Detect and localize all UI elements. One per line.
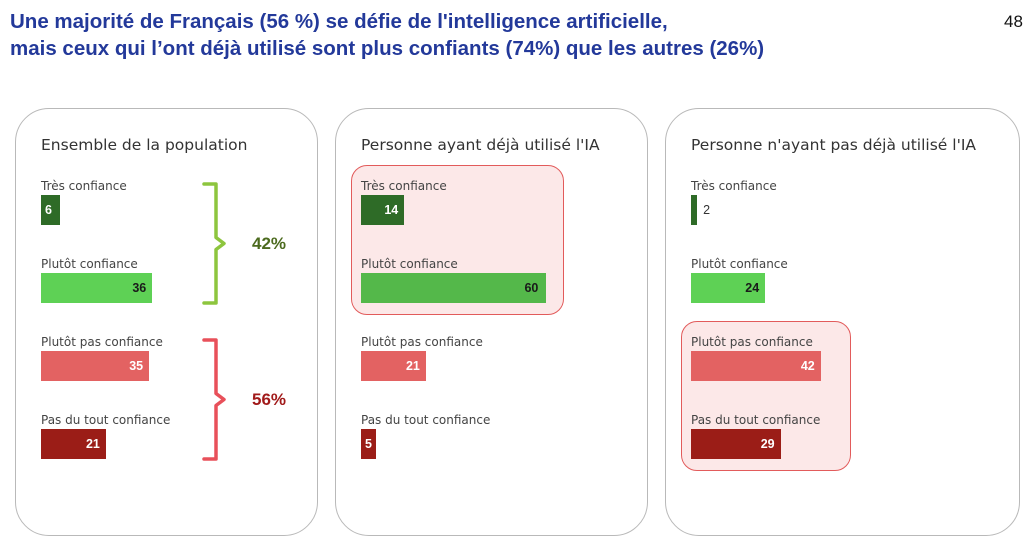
data-label-plutot-confiance: 24 xyxy=(745,281,760,295)
category-label-plutot-confiance: Plutôt confiance xyxy=(361,257,458,271)
group-bracket-confiance xyxy=(202,182,226,305)
bar-pas-du-tout-confiance: 21 xyxy=(41,429,106,459)
group-percentage-defiance: 56% xyxy=(252,389,287,409)
bar-tres-confiance: 14 xyxy=(361,195,405,225)
bar-pas-du-tout-confiance: 5 xyxy=(361,429,377,459)
bar-tres-confiance: 6 xyxy=(41,195,60,225)
bar-tres-confiance: 2 xyxy=(691,195,710,225)
title-line-2: mais ceux qui l’ont déjà utilisé sont pl… xyxy=(10,37,765,60)
title-line-1: Une majorité de Français (56 %) se défie… xyxy=(10,10,668,33)
category-label-plutot-pas-confiance: Plutôt pas confiance xyxy=(41,335,163,349)
group-bracket-defiance xyxy=(202,338,226,461)
category-label-tres-confiance: Très confiance xyxy=(361,179,447,193)
bar-plutot-pas-confiance: 21 xyxy=(361,351,426,381)
category-label-plutot-confiance: Plutôt confiance xyxy=(691,257,788,271)
panel-title: Ensemble de la population xyxy=(41,136,248,154)
data-label-plutot-pas-confiance: 21 xyxy=(405,359,420,373)
category-label-pas-du-tout-confiance: Pas du tout confiance xyxy=(691,413,821,427)
category-label-pas-du-tout-confiance: Pas du tout confiance xyxy=(361,413,491,427)
bar-plutot-pas-confiance: 42 xyxy=(691,351,821,381)
bar-plutot-confiance: 60 xyxy=(361,273,547,303)
panel-title: Personne n'ayant pas déjà utilisé l'IA xyxy=(691,136,977,154)
group-percentage-confiance: 42% xyxy=(252,233,287,253)
data-label-plutot-pas-confiance: 42 xyxy=(800,359,815,373)
panel-ensemble-population: Ensemble de la population Très confiance… xyxy=(15,108,318,536)
data-label-plutot-pas-confiance: 35 xyxy=(129,359,144,373)
panel-pas-utilise-ia: Personne n'ayant pas déjà utilisé l'IA T… xyxy=(665,108,1020,536)
bar-pas-du-tout-confiance: 29 xyxy=(691,429,781,459)
category-label-tres-confiance: Très confiance xyxy=(41,179,127,193)
category-label-plutot-confiance: Plutôt confiance xyxy=(41,257,138,271)
bar-plutot-confiance: 36 xyxy=(41,273,153,303)
bar-plutot-pas-confiance: 35 xyxy=(41,351,150,381)
data-label-pas-du-tout-confiance: 5 xyxy=(365,437,372,451)
panel-utilise-ia: Personne ayant déjà utilisé l'IA Très co… xyxy=(335,108,648,536)
data-label-pas-du-tout-confiance: 29 xyxy=(760,437,775,451)
bar-plutot-confiance: 24 xyxy=(691,273,766,303)
data-label-tres-confiance: 14 xyxy=(384,203,399,217)
category-label-plutot-pas-confiance: Plutôt pas confiance xyxy=(361,335,483,349)
category-label-tres-confiance: Très confiance xyxy=(691,179,777,193)
data-label-tres-confiance: 6 xyxy=(45,203,52,217)
data-label-plutot-confiance: 36 xyxy=(132,281,147,295)
data-label-plutot-confiance: 60 xyxy=(524,281,539,295)
category-label-pas-du-tout-confiance: Pas du tout confiance xyxy=(41,413,171,427)
panel-title: Personne ayant déjà utilisé l'IA xyxy=(361,136,600,154)
data-label-pas-du-tout-confiance: 21 xyxy=(85,437,100,451)
data-label-tres-confiance: 2 xyxy=(703,203,711,217)
page-title: Une majorité de Français (56 %) se défie… xyxy=(10,8,970,62)
category-label-plutot-pas-confiance: Plutôt pas confiance xyxy=(691,335,813,349)
page-number: 48 xyxy=(1004,12,1023,31)
